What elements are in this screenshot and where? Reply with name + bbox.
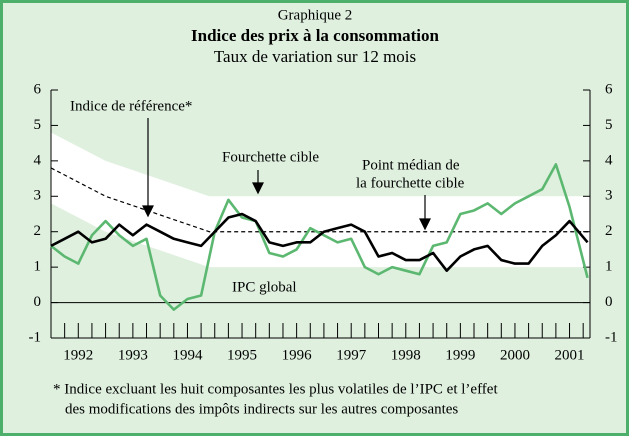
x-tick-label: 2001 (555, 347, 585, 363)
footnote: * Indice excluant les huit composantes l… (53, 381, 498, 397)
x-tick-label: 1997 (336, 347, 367, 363)
x-tick-label: 1998 (391, 347, 421, 363)
annotation: Point médian de (362, 157, 460, 173)
y-tick-label: 5 (605, 117, 613, 133)
y-tick-label: 6 (34, 81, 42, 97)
y-tick-label: 1 (34, 259, 42, 275)
footnote: des modifications des impôts indirects s… (65, 401, 458, 417)
series-line (50, 163, 589, 311)
y-tick-label: 4 (605, 152, 613, 168)
chart-title: Indice des prix à la consommation (191, 26, 439, 45)
y-tick-label: 6 (605, 81, 613, 97)
annotation: la fourchette cible (356, 175, 465, 191)
chart-header: Graphique 2 (278, 7, 353, 23)
y-tick-label: -1 (29, 329, 42, 345)
target-band (51, 132, 590, 268)
annotation: Indice de référence* (70, 98, 192, 114)
y-tick-label: 2 (605, 223, 613, 239)
y-tick-label: 4 (34, 152, 42, 168)
y-tick-label: 3 (605, 188, 613, 204)
x-tick-label: 1999 (445, 347, 475, 363)
x-tick-label: 1996 (282, 347, 313, 363)
annotation: IPC global (232, 279, 297, 295)
midpoint-line (50, 167, 590, 233)
x-tick-label: 1992 (63, 347, 93, 363)
arrows (142, 118, 431, 231)
x-tick-label: 2000 (500, 347, 530, 363)
y-tick-label: 0 (605, 294, 613, 310)
y-tick-label: 3 (34, 188, 42, 204)
y-tick-label: 2 (34, 223, 42, 239)
y-tick-label: 1 (605, 259, 613, 275)
plot: -1 -1 0 0 1 1 2 2 3 3 4 4 5 5 6 6 1992 1993 1994 1995 1996 19… (29, 81, 618, 363)
y-tick-label: -1 (605, 329, 618, 345)
y-tick-label: 0 (34, 294, 42, 310)
chart-subtitle: Taux de variation sur 12 mois (214, 47, 416, 66)
series-line (50, 212, 589, 272)
annotation: Fourchette cible (222, 149, 319, 165)
x-tick-label: 1994 (172, 347, 203, 363)
x-tick-label: 1993 (118, 347, 148, 363)
x-tick-label: 1995 (227, 347, 257, 363)
y-tick-label: 5 (34, 117, 42, 133)
